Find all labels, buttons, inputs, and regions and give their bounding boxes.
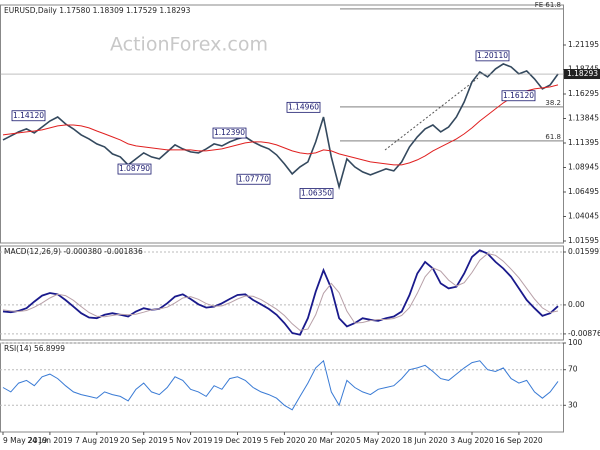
panel-title: RSI(14) 56.8999 — [4, 344, 65, 353]
y-tick-label: 1.18745 — [568, 65, 599, 74]
annotation-box — [501, 90, 536, 102]
series-line — [2, 253, 559, 331]
x-tick-label: 5 Feb 2020 — [263, 436, 305, 445]
x-tick-label: 20 Mar 2020 — [308, 436, 356, 445]
y-tick-label: 1.13845 — [568, 114, 599, 123]
x-tick-label: 20 Sep 2019 — [120, 436, 168, 445]
y-tick-label: 1.08945 — [568, 163, 599, 172]
annotation-label: 1.14120 — [13, 111, 44, 120]
annotation-box — [11, 110, 46, 122]
y-tick-label: 1.21195 — [568, 40, 599, 49]
annotation-box — [117, 163, 152, 175]
panel-title: MACD(12,26,9) -0.000380 -0.001836 — [4, 247, 143, 256]
last-price-box — [564, 69, 600, 80]
y-tick-label: 1.16295 — [568, 89, 599, 98]
annotation-box — [212, 127, 247, 139]
y-tick-label: 100 — [568, 338, 583, 347]
annotation-label: 1.08790 — [119, 164, 150, 173]
series-line — [2, 249, 559, 336]
y-tick-label: 1.06495 — [568, 187, 599, 196]
x-tick-label: 7 Aug 2019 — [75, 436, 118, 445]
x-tick-label: 9 May 2019 — [3, 436, 47, 445]
y-tick-label: 0.015991 — [568, 247, 600, 256]
series-line — [2, 63, 559, 190]
x-tick-label: 3 Aug 2020 — [450, 436, 493, 445]
x-tick-label: 24 Jun 2019 — [27, 436, 72, 445]
y-tick-label: 1.04045 — [568, 212, 599, 221]
y-tick-label: 70 — [568, 365, 578, 374]
fib-label: 61.8 — [545, 133, 561, 141]
x-tick-label: 5 Nov 2019 — [169, 436, 212, 445]
y-tick-label: 30 — [568, 400, 578, 409]
y-tick-label: 1.11395 — [568, 138, 599, 147]
annotation-label: 1.16120 — [503, 91, 534, 100]
y-tick-label: 0.00 — [568, 300, 585, 309]
series-line — [2, 359, 559, 411]
annotation-label: 1.14960 — [288, 102, 319, 111]
x-tick-label: 16 Sep 2020 — [495, 436, 543, 445]
fib-label: FE 61.8 — [535, 1, 561, 9]
x-tick-label: 19 Dec 2019 — [214, 436, 262, 445]
panel-title: EURUSD,Daily 1.17580 1.18309 1.17529 1.1… — [4, 6, 191, 15]
series-line — [2, 84, 559, 166]
x-tick-label: 18 Jun 2020 — [403, 436, 448, 445]
y-tick-label: 1.01595 — [568, 236, 599, 245]
last-price-label: 1.18293 — [567, 69, 598, 78]
annotation-box — [299, 188, 334, 199]
panel-frame — [0, 4, 564, 244]
annotation-box — [475, 50, 510, 62]
annotation-label: 1.07770 — [238, 174, 269, 183]
annotation-box — [236, 173, 271, 185]
fib-label: 38.2 — [545, 99, 561, 107]
watermark: ActionForex.com — [110, 34, 268, 56]
annotation-box — [286, 101, 321, 113]
annotation-label: 1.12390 — [214, 128, 245, 137]
panel-frame — [0, 245, 564, 341]
x-tick-label: 5 May 2020 — [356, 436, 400, 445]
annotation-label: 1.20110 — [477, 51, 508, 60]
annotation-label: 1.06350 — [301, 188, 332, 197]
y-tick-label: -0.00876 — [568, 329, 600, 338]
